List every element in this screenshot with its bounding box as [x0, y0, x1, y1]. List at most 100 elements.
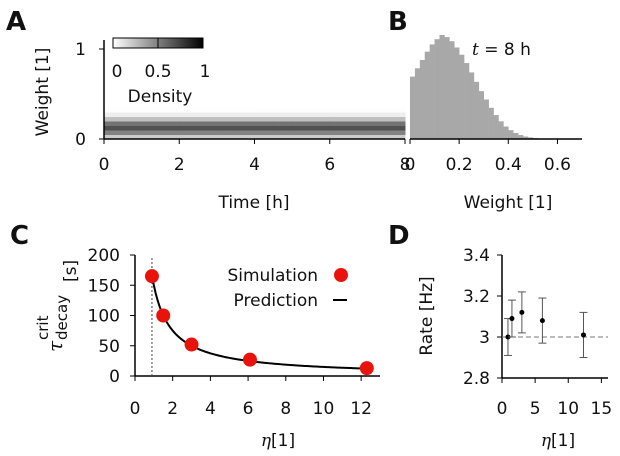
- heatmap-cell: [367, 125, 387, 131]
- heatmap-cell: [348, 112, 368, 117]
- heatmap-cell: [329, 116, 350, 122]
- heatmap-cell: [386, 121, 406, 126]
- histogram-bar: [454, 47, 460, 140]
- heatmap-cell: [141, 130, 161, 135]
- heatmap-cell: [273, 121, 293, 126]
- heatmap-cell: [367, 134, 387, 140]
- heatmap-cell: [160, 121, 180, 126]
- heatmap-cell: [329, 94, 350, 99]
- heatmap-cell: [310, 121, 331, 126]
- heatmap-cell: [179, 125, 199, 131]
- heatmap-cell: [104, 125, 124, 131]
- heatmap-cell: [292, 94, 312, 99]
- y-tick-label: 0: [109, 367, 120, 387]
- y-tick-label: 3.4: [463, 246, 490, 266]
- heatmap-cell: [216, 107, 237, 113]
- heatmap-cell: [160, 116, 180, 122]
- legend-simulation-marker: [334, 268, 348, 282]
- histogram-bar: [444, 37, 450, 139]
- heatmap-cell: [273, 107, 293, 113]
- y-tick-label: 2.8: [463, 369, 490, 389]
- heatmap-cell: [235, 130, 255, 135]
- panel-b-x-ticks: 0 0.2 0.4 0.6: [405, 139, 571, 175]
- heatmap-cell: [329, 121, 350, 126]
- heatmap-cell: [254, 121, 274, 126]
- heatmap-cell: [198, 116, 218, 122]
- panel-c-ylabel: τ crit decay [s]: [34, 260, 81, 352]
- heatmap-cell: [122, 125, 143, 131]
- heatmap-cell: [254, 98, 274, 104]
- heatmap-cell: [329, 98, 350, 104]
- heatmap-cell: [348, 98, 368, 104]
- heatmap-cell: [292, 130, 312, 135]
- y-tick-label: 0: [75, 130, 86, 150]
- panel-c-ylabel-sym: τ: [43, 340, 67, 352]
- panel-c-x-ticks: 0 2 4 6 8 10 12: [130, 376, 372, 419]
- panel-d-x-ticks: 0 5 10 15: [497, 378, 612, 419]
- x-tick-label: 0: [497, 399, 508, 419]
- panel-c-ylabel-sub: decay: [53, 295, 71, 340]
- histogram-bar: [527, 137, 534, 139]
- heatmap-cell: [198, 130, 218, 135]
- histogram-bar: [459, 54, 465, 140]
- x-tick-label: 4: [249, 155, 260, 175]
- x-tick-label: 6: [324, 155, 335, 175]
- heatmap-cell: [310, 125, 331, 131]
- heatmap-cell: [122, 112, 143, 117]
- heatmap-cell: [216, 98, 237, 104]
- panel-d-plot: [502, 291, 608, 358]
- x-tick-label: 10: [557, 399, 579, 419]
- heatmap-cell: [292, 107, 312, 113]
- heatmap-cell: [122, 121, 143, 126]
- heatmap-cell: [254, 103, 274, 108]
- heatmap-cell: [348, 125, 368, 131]
- heatmap-cell: [141, 125, 161, 131]
- histogram-bar: [410, 76, 416, 139]
- heatmap-cell: [254, 112, 274, 117]
- heatmap-cell: [348, 94, 368, 99]
- x-tick-label: 10: [313, 399, 335, 419]
- legend-simulation-label: Simulation: [227, 266, 318, 286]
- heatmap-cell: [104, 116, 124, 122]
- histogram-bar: [414, 68, 421, 139]
- x-tick-label: 2: [167, 399, 178, 419]
- heatmap-cell: [235, 116, 255, 122]
- heatmap-cell: [367, 103, 387, 108]
- panel-b-annotation: t = 8 h: [472, 40, 531, 60]
- heatmap-cell: [235, 134, 255, 140]
- heatmap-cell: [216, 125, 237, 131]
- x-tick-label: 6: [243, 399, 254, 419]
- heatmap-cell: [141, 116, 161, 122]
- panel-d-xlabel: η[1]: [541, 431, 575, 451]
- heatmap-cell: [386, 94, 406, 99]
- heatmap-cell: [329, 130, 350, 135]
- heatmap-cell: [160, 134, 180, 140]
- x-tick-label: 5: [530, 399, 541, 419]
- heatmap-cell: [310, 112, 331, 117]
- heatmap-cell: [348, 116, 368, 122]
- heatmap-cell: [367, 121, 387, 126]
- panel-a-heatmap: [104, 94, 406, 140]
- heatmap-cell: [235, 125, 255, 131]
- heatmap-cell: [254, 116, 274, 122]
- x-tick-label: 0: [405, 155, 416, 175]
- panel-d-letter: D: [388, 221, 410, 251]
- heatmap-cell: [329, 107, 350, 113]
- heatmap-cell: [235, 94, 255, 99]
- heatmap-cell: [122, 134, 143, 140]
- heatmap-cell: [216, 134, 237, 140]
- heatmap-cell: [235, 121, 255, 126]
- panel-c-letter: C: [10, 221, 29, 251]
- y-tick-label: 150: [88, 276, 120, 296]
- heatmap-cell: [367, 94, 387, 99]
- heatmap-cell: [292, 134, 312, 140]
- histogram-bar: [449, 41, 455, 139]
- heatmap-cell: [348, 134, 368, 140]
- heatmap-cell: [104, 112, 124, 117]
- heatmap-cell: [386, 125, 406, 131]
- panel-c-xlabel-var: η: [261, 431, 272, 451]
- panel-b: B 0 0.2 0.4 0.6 Weight [1] t = 8 h: [388, 7, 582, 213]
- panel-c-xlabel-unit: [1]: [271, 431, 295, 451]
- simulation-point: [144, 269, 159, 284]
